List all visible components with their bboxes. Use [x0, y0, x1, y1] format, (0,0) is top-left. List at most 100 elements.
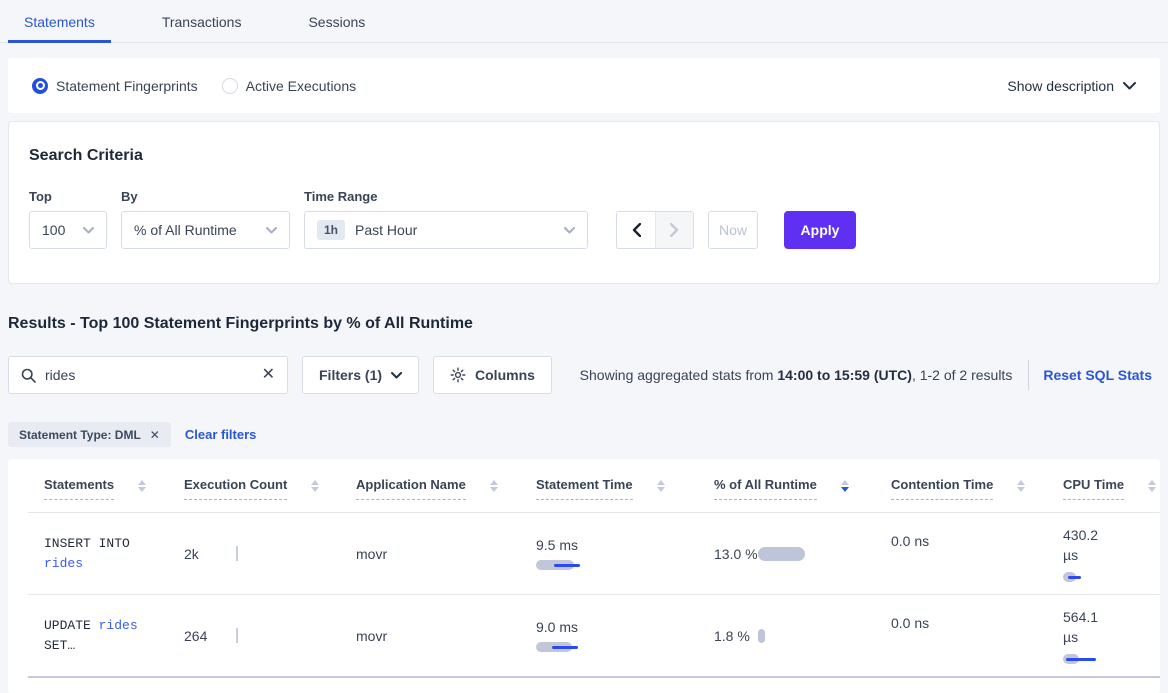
sort-desc-icon — [656, 487, 665, 492]
search-criteria-card: Search Criteria Top 100 By % of All Runt… — [8, 121, 1160, 284]
results-heading: Results - Top 100 Statement Fingerprints… — [8, 315, 473, 332]
active-filters-row: Statement Type: DML ✕ Clear filters — [8, 422, 1160, 447]
remove-filter-icon[interactable]: ✕ — [149, 427, 160, 442]
column-header-label: Statements — [44, 477, 115, 500]
sort-control[interactable] — [1017, 480, 1026, 492]
filter-chip-statement-type[interactable]: Statement Type: DML ✕ — [8, 422, 171, 447]
show-description-toggle[interactable]: Show description — [1007, 78, 1136, 94]
runtime-pct: 13.0 % — [714, 544, 805, 564]
search-input[interactable] — [45, 367, 262, 383]
statement-fingerprint: INSERT INTO rides — [44, 534, 130, 574]
next-time-button[interactable] — [655, 212, 693, 248]
divider — [1028, 360, 1030, 390]
cpu-time-cell: 430.2 µs — [1047, 513, 1160, 594]
contention-time-value: 0.0 ns — [891, 533, 930, 549]
tab-sessions[interactable]: Sessions — [308, 14, 366, 30]
filter-chip-label: Statement Type: DML — [19, 427, 141, 442]
table-header-row: Statements Execution Count Application Nam… — [28, 459, 1160, 513]
sort-asc-icon — [489, 480, 498, 485]
contention-time-cell: 0.0 ns — [875, 595, 1047, 676]
sort-desc-icon — [311, 487, 320, 492]
execution-count-bar — [236, 628, 238, 643]
by-select-value: % of All Runtime — [134, 222, 237, 238]
tab-transactions[interactable]: Transactions — [161, 14, 242, 30]
column-header-of-all-runtime: % of All Runtime — [698, 459, 875, 512]
by-label: By — [121, 189, 138, 204]
statement-link[interactable]: rides — [44, 555, 84, 571]
execution-count-cell: 264 — [168, 595, 340, 676]
clear-filters-link[interactable]: Clear filters — [184, 427, 257, 442]
contention-time-value: 0.0 ns — [891, 615, 930, 631]
top-select[interactable]: 100 — [29, 211, 107, 249]
statement-time-cell-value: 9.0 ms — [536, 619, 579, 635]
sort-control[interactable] — [840, 480, 849, 492]
sort-control[interactable] — [489, 480, 498, 492]
column-header-application-name: Application Name — [340, 459, 520, 512]
runtime-pct-cell: 13.0 % — [698, 513, 875, 594]
view-mode-bar: Statement Fingerprints Active Executions… — [8, 58, 1160, 113]
runtime-pct-value: 13.0 % — [714, 545, 758, 562]
now-button[interactable]: Now — [708, 211, 758, 249]
previous-time-button[interactable] — [617, 212, 655, 248]
sort-desc-icon — [489, 487, 498, 492]
table-row: UPDATE rides SET… 264 movr 9.0 ms 1.8 % 0.0 ns… — [28, 595, 1160, 678]
statement-cell: UPDATE rides SET… — [28, 595, 168, 676]
statement-time-cell: 9.0 ms — [520, 595, 698, 676]
execution-count-value: 264 — [184, 627, 208, 644]
tab-statements[interactable]: Statements — [8, 8, 111, 43]
reset-sql-stats-link[interactable]: Reset SQL Stats — [1043, 367, 1152, 383]
chevron-down-icon — [266, 226, 277, 234]
statement-text: INSERT INTO — [44, 535, 130, 551]
statement-line: SET… — [44, 636, 138, 656]
column-header-label: % of All Runtime — [714, 477, 817, 500]
time-nav-group — [616, 211, 694, 249]
bar-blue-line — [1066, 657, 1096, 661]
statement-fingerprint: UPDATE rides SET… — [44, 616, 138, 656]
sort-control[interactable] — [311, 480, 320, 492]
statements-table: Statements Execution Count Application Nam… — [8, 459, 1160, 693]
tab-bar: Statements Transactions Sessions — [0, 0, 1168, 43]
radio-unselected-icon[interactable] — [221, 77, 238, 94]
cpu-time-cell-metric: 430.2 µs — [1063, 525, 1113, 582]
top-label: Top — [29, 189, 52, 204]
table-row: INSERT INTO rides 2k movr 9.5 ms 13.0 % 0.0 ns… — [28, 513, 1160, 595]
by-select[interactable]: % of All Runtime — [121, 211, 290, 249]
stats-summary: Showing aggregated stats from 14:00 to 1… — [579, 367, 1013, 383]
radio-selected-icon[interactable] — [32, 77, 48, 94]
execution-count-cell: 2k — [168, 513, 340, 594]
chevron-down-icon — [1123, 81, 1136, 90]
runtime-pct-bar — [758, 628, 765, 643]
statement-link[interactable]: rides — [98, 617, 138, 633]
filters-button[interactable]: Filters (1) — [302, 356, 420, 394]
clear-search-icon[interactable]: ✕ — [261, 366, 275, 383]
show-description-label: Show description — [1007, 77, 1114, 94]
column-header-label: Contention Time — [891, 477, 994, 500]
statement-text: UPDATE — [44, 617, 99, 633]
filters-button-label: Filters (1) — [319, 367, 383, 383]
bar-blue-line — [552, 645, 578, 649]
column-header-label: CPU Time — [1063, 477, 1125, 500]
sort-desc-icon — [840, 487, 849, 492]
column-header-statement-time: Statement Time — [520, 459, 698, 512]
radio-statement-fingerprints[interactable]: Statement Fingerprints — [32, 77, 198, 94]
sort-control[interactable] — [138, 480, 147, 492]
column-header-label: Execution Count — [184, 477, 288, 500]
search-box[interactable]: ✕ — [8, 356, 288, 394]
runtime-pct-bar — [758, 546, 805, 561]
sort-asc-icon — [656, 480, 665, 485]
statement-line: INSERT INTO — [44, 534, 130, 554]
sort-desc-icon — [138, 487, 147, 492]
column-header-cpu-time: CPU Time — [1047, 459, 1160, 512]
columns-button[interactable]: Columns — [433, 356, 552, 394]
chevron-down-icon — [391, 371, 403, 379]
cpu-time-cell-metric: 564.1 µs — [1063, 607, 1113, 664]
time-range-select[interactable]: 1h Past Hour — [304, 211, 588, 249]
runtime-pct-cell: 1.8 % — [698, 595, 875, 676]
column-header-contention-time: Contention Time — [875, 459, 1047, 512]
apply-button[interactable]: Apply — [784, 211, 856, 249]
sort-asc-icon — [840, 480, 849, 485]
gear-icon — [450, 367, 466, 383]
sort-control[interactable] — [1148, 480, 1157, 492]
radio-active-executions[interactable]: Active Executions — [221, 77, 356, 94]
sort-control[interactable] — [656, 480, 665, 492]
